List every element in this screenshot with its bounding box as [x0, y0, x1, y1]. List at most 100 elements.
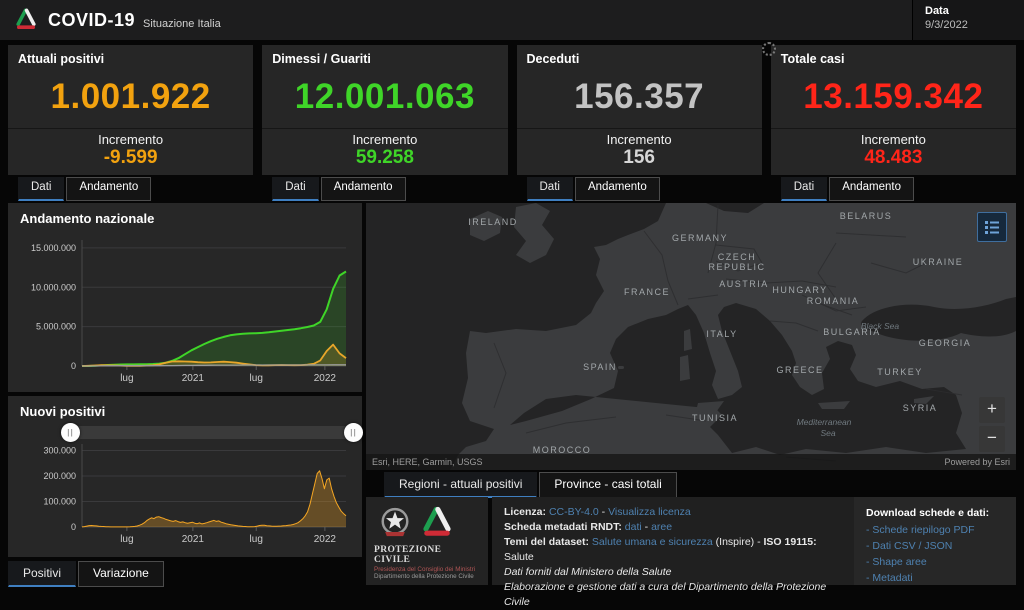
footer: PROTEZIONE CIVILE Presidenza del Consigl… [366, 497, 1016, 608]
card-value: 13.159.342 [803, 77, 984, 116]
sea-mediterranean [494, 303, 966, 455]
footer-text: (Inspire) - [712, 536, 764, 548]
license-text: Licenza: CC-BY-4.0 - Visualizza licenza S… [492, 497, 854, 608]
nuovi-positivi-area [82, 470, 346, 527]
legend-list-icon [985, 221, 999, 234]
y-axis-label: 100.000 [43, 497, 76, 507]
increment-value: -9.599 [103, 147, 158, 168]
chart-title: Andamento nazionale [20, 211, 155, 226]
y-axis-label: 300.000 [43, 446, 76, 456]
footer-link[interactable]: CC-BY-4.0 [548, 506, 599, 518]
sea-baltic [706, 203, 764, 213]
protezione-civile-logo-icon [16, 8, 36, 29]
tab-dati-guariti[interactable]: Dati [272, 177, 319, 201]
nuovi-positivi-chart[interactable]: 0 100.000 200.000 300.000 lug 2021 lug 2022 [20, 443, 352, 555]
app-subtitle: Situazione Italia [143, 17, 221, 30]
date-label: Data [925, 5, 949, 17]
footer-text: ISO 19115: [763, 536, 817, 548]
map-country-label: ITALY [706, 329, 737, 339]
powered-by-esri: Powered by Esri [944, 457, 1010, 467]
download-link[interactable]: - Metadati [866, 572, 913, 584]
card-tab-row: Dati Andamento Dati Andamento Dati Andam… [8, 177, 1016, 201]
time-range-slider[interactable]: || || [61, 423, 363, 443]
footer-text: Temi del dataset: [504, 536, 592, 548]
date-panel: Data 9/3/2022 [912, 0, 1024, 40]
map-country-label: GEORGIA [919, 338, 972, 348]
map-country-label: SPAIN [583, 362, 617, 372]
map-country-label: FRANCE [624, 287, 670, 297]
map-country-label: REPUBLIC [708, 262, 765, 272]
map-country-label: TUNISIA [692, 413, 738, 423]
chart-title: Nuovi positivi [20, 404, 106, 419]
deceduti-line [82, 364, 346, 367]
card-value: 1.001.922 [50, 77, 211, 116]
card-title: Dimessi / Guariti [272, 52, 371, 66]
time-slider-handle-left[interactable]: || [61, 423, 80, 442]
tab-province[interactable]: Province - casi totali [539, 472, 677, 498]
footer-link[interactable]: aree [651, 521, 673, 533]
protezione-civile-logo-box: PROTEZIONE CIVILE Presidenza del Consigl… [366, 497, 488, 585]
time-slider-handle-right[interactable]: || [344, 423, 363, 442]
footer-text: Dati forniti dal Ministero della Salute [504, 566, 672, 578]
footer-link[interactable]: dati [624, 521, 642, 533]
andamento-nazionale-panel: Andamento nazionale 0 5.000.000 10.000.000… [8, 203, 362, 392]
time-slider-track[interactable] [70, 426, 354, 439]
tab-andamento-guariti[interactable]: Andamento [320, 177, 406, 201]
footer-link[interactable]: Visualizza licenza [608, 506, 691, 518]
download-box: Download schede e dati: - Schede riepilo… [854, 497, 1016, 585]
sea-black-sea [861, 297, 1016, 341]
andamento-nazionale-chart[interactable]: 0 5.000.000 10.000.000 15.000.000 lug 2021 lug… [20, 228, 352, 394]
tab-variazione[interactable]: Variazione [78, 561, 164, 587]
tab-dati-deceduti[interactable]: Dati [526, 177, 573, 201]
x-axis-label: lug [250, 534, 263, 545]
attuali-positivi-area [82, 344, 346, 366]
nuovi-positivi-tabs: Positivi Variazione [8, 561, 164, 587]
tab-andamento-totale[interactable]: Andamento [829, 177, 915, 201]
card-dimessi-guariti: Dimessi / Guariti 12.001.063 Incremento … [262, 45, 508, 175]
map-country-label: HUNGARY [772, 285, 827, 295]
x-axis-label: lug [120, 373, 133, 384]
europe-map[interactable]: IRELAND GERMANY CZECH REPUBLIC BELARUS UKRAIN… [366, 203, 1016, 470]
dimessi-guariti-area [82, 271, 346, 366]
card-title: Totale casi [780, 52, 845, 66]
card-title: Attuali positivi [18, 52, 105, 66]
download-link[interactable]: - Shape aree [866, 556, 927, 568]
protezione-civile-logo-icon [423, 506, 451, 536]
tab-dati-totale[interactable]: Dati [780, 177, 828, 201]
tab-andamento-attuali[interactable]: Andamento [66, 177, 152, 201]
footer-text: Scheda metadati RNDT: [504, 521, 625, 533]
map-country-label: BELARUS [840, 211, 893, 221]
increment-label: Incremento [606, 132, 672, 147]
download-link[interactable]: - Schede riepilogo PDF [866, 524, 975, 536]
dataset-info-box: Licenza: CC-BY-4.0 - Visualizza licenza S… [492, 497, 1016, 608]
map-country-label: ROMANIA [807, 296, 860, 306]
x-axis-label: lug [250, 373, 263, 384]
tab-dati-attuali[interactable]: Dati [18, 177, 65, 201]
map-legend-button[interactable] [977, 212, 1007, 242]
map-country-label: SYRIA [903, 403, 938, 413]
dimessi-guariti-line [82, 270, 347, 367]
x-axis-label: lug [120, 534, 133, 545]
map-zoom-in-button[interactable]: + [979, 397, 1005, 423]
tab-positivi[interactable]: Positivi [8, 561, 77, 587]
map-tab-row: Regioni - attuali positivi Province - ca… [366, 472, 677, 498]
card-title: Deceduti [526, 52, 580, 66]
tab-regioni[interactable]: Regioni - attuali positivi [384, 472, 538, 498]
y-axis-label: 200.000 [43, 471, 76, 481]
download-link[interactable]: - Dati CSV / JSON [866, 540, 953, 552]
tab-andamento-deceduti[interactable]: Andamento [574, 177, 660, 201]
map-country-label: GERMANY [672, 233, 728, 243]
increment-value: 48.483 [864, 147, 923, 168]
logo-subtitle-1: Presidenza del Consiglio dei Ministri [374, 566, 476, 573]
footer-text: Elaborazione e gestione dati a cura del … [504, 581, 827, 608]
map-zoom-out-button[interactable]: − [979, 426, 1005, 452]
map-sea-label: Sea [820, 428, 835, 438]
increment-label: Incremento [352, 132, 418, 147]
y-axis-label: 0 [71, 361, 76, 371]
sea-atlantic [366, 203, 666, 470]
x-axis-label: 2021 [182, 373, 205, 384]
footer-text: Salute [504, 551, 534, 563]
app-header: COVID-19 Situazione Italia Data 9/3/2022 [0, 0, 1024, 40]
footer-link[interactable]: Salute umana e sicurezza [591, 536, 713, 548]
